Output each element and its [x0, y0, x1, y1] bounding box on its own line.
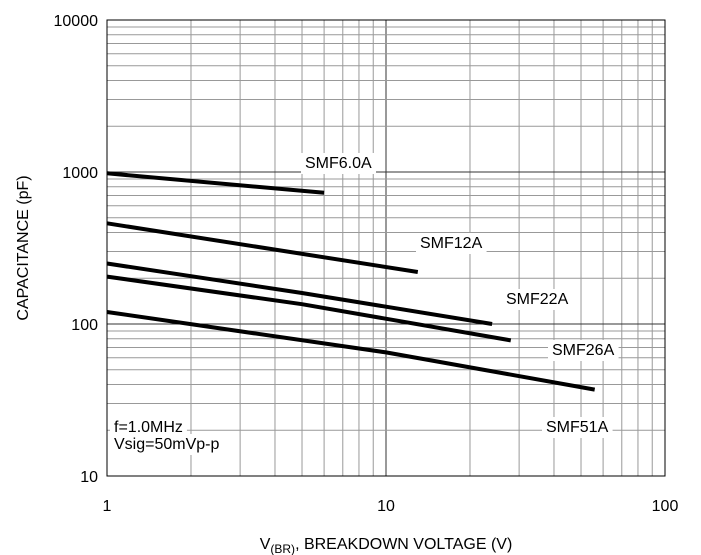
x-tick-label: 100: [652, 498, 679, 515]
series-label-smf6: SMF6.0A: [305, 155, 372, 172]
x-axis-label-subscript: (BR): [270, 542, 295, 555]
series-label-smf26: SMF26A: [552, 342, 615, 359]
series-line-0: [106, 171, 325, 195]
label-background: [548, 340, 619, 361]
x-axis-label-prefix: V: [260, 536, 271, 553]
series-line-4: [106, 310, 596, 392]
plot-frame: [106, 19, 666, 477]
label-background: [502, 289, 573, 310]
y-tick-label: 100: [71, 317, 98, 334]
series-line-1: [106, 221, 419, 274]
series-line-3: [106, 274, 512, 343]
series-lines: [106, 171, 596, 392]
label-background: [110, 434, 224, 455]
x-axis-label-rest: , BREAKDOWN VOLTAGE (V): [295, 536, 512, 553]
series-label-smf12: SMF12A: [420, 235, 483, 252]
tick-labels: 1 10 100 10 100 1000 10000: [54, 13, 679, 515]
x-tick-label: 10: [377, 498, 395, 515]
annotation-frequency: f=1.0MHz: [114, 419, 183, 436]
label-background: [416, 233, 487, 254]
label-background: [110, 417, 187, 438]
series-label-smf51: SMF51A: [546, 419, 609, 436]
label-background: [542, 417, 613, 438]
label-background: [301, 153, 377, 174]
y-tick-label: 10000: [54, 13, 99, 30]
grid: [107, 20, 665, 476]
y-axis-label: CAPACITANCE (pF): [15, 175, 32, 320]
x-axis-label: V(BR), BREAKDOWN VOLTAGE (V): [260, 536, 513, 555]
series-line-2: [106, 261, 493, 326]
y-tick-label: 10: [80, 469, 98, 486]
annotation-signal: Vsig=50mVp-p: [114, 436, 219, 453]
x-tick-label: 1: [103, 498, 112, 515]
y-tick-label: 1000: [62, 165, 98, 182]
series-label-smf22: SMF22A: [506, 291, 569, 308]
